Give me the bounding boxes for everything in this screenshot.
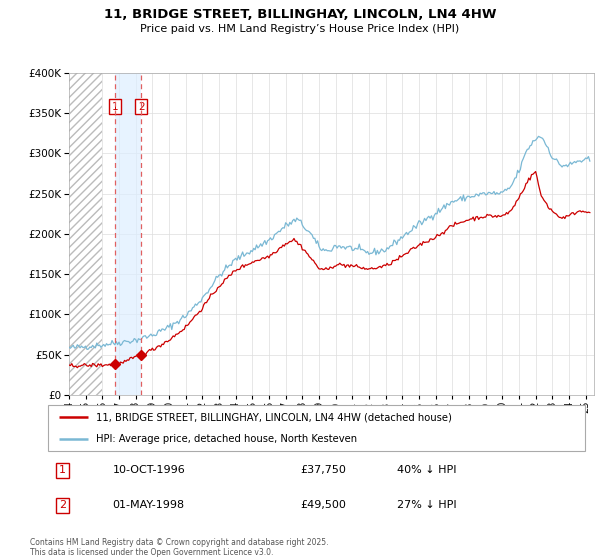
Text: £49,500: £49,500 — [301, 501, 346, 510]
Bar — [115, 73, 141, 395]
Text: Price paid vs. HM Land Registry’s House Price Index (HPI): Price paid vs. HM Land Registry’s House … — [140, 24, 460, 34]
Text: HPI: Average price, detached house, North Kesteven: HPI: Average price, detached house, Nort… — [97, 435, 358, 444]
Text: £37,750: £37,750 — [301, 465, 346, 475]
Text: 27% ↓ HPI: 27% ↓ HPI — [397, 501, 457, 510]
Text: 2: 2 — [59, 501, 66, 510]
Text: Contains HM Land Registry data © Crown copyright and database right 2025.
This d: Contains HM Land Registry data © Crown c… — [30, 538, 329, 557]
Text: 01-MAY-1998: 01-MAY-1998 — [112, 501, 185, 510]
Text: 10-OCT-1996: 10-OCT-1996 — [112, 465, 185, 475]
Text: 40% ↓ HPI: 40% ↓ HPI — [397, 465, 457, 475]
Text: 2: 2 — [138, 101, 145, 111]
Text: 1: 1 — [112, 101, 119, 111]
Bar — [69, 73, 103, 395]
Text: 11, BRIDGE STREET, BILLINGHAY, LINCOLN, LN4 4HW: 11, BRIDGE STREET, BILLINGHAY, LINCOLN, … — [104, 8, 496, 21]
Text: 1: 1 — [59, 465, 66, 475]
Text: 11, BRIDGE STREET, BILLINGHAY, LINCOLN, LN4 4HW (detached house): 11, BRIDGE STREET, BILLINGHAY, LINCOLN, … — [97, 412, 452, 422]
